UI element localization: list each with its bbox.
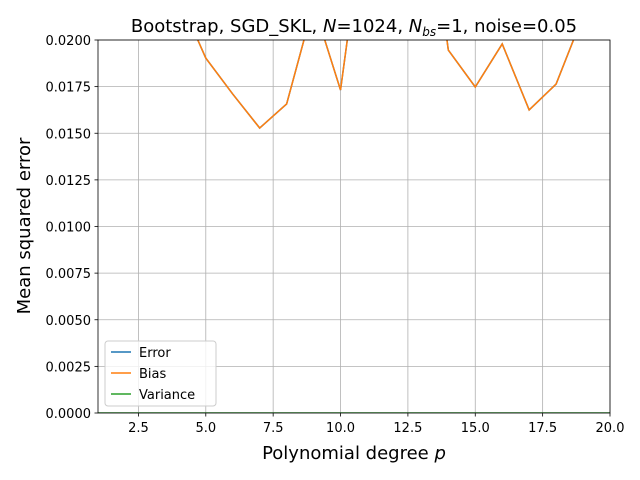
- x-tick-label: 12.5: [393, 421, 422, 436]
- x-tick-label: 10.0: [326, 421, 355, 436]
- y-tick-label: 0.0150: [46, 127, 92, 142]
- chart-title: Bootstrap, SGD_SKL, N=1024, Nbs=1, noise…: [131, 16, 577, 39]
- y-tick-label: 0.0100: [46, 221, 92, 236]
- x-tick-label: 2.5: [128, 421, 149, 436]
- y-tick-label: 0.0125: [46, 174, 92, 189]
- y-tick-label: 0.0075: [46, 267, 92, 282]
- legend-box: [104, 340, 217, 407]
- x-tick-label: 15.0: [461, 421, 490, 436]
- legend-label: Bias: [139, 367, 166, 382]
- y-tick-label: 0.0200: [46, 34, 92, 49]
- x-axis-label: Polynomial degree p: [262, 443, 446, 464]
- x-tick-label: 20.0: [596, 421, 625, 436]
- series-group: [98, 40, 610, 413]
- x-tick-label: 7.5: [263, 421, 284, 436]
- y-tick-label: 0.0000: [46, 407, 92, 422]
- y-axis-label: Mean squared error: [14, 137, 35, 314]
- line-series: [196, 40, 575, 130]
- x-tick-label: 5.0: [195, 421, 216, 436]
- y-tick-label: 0.0025: [46, 360, 92, 375]
- y-tick-label: 0.0050: [46, 314, 92, 329]
- y-tick-label: 0.0175: [46, 81, 92, 96]
- legend-label: Error: [139, 346, 171, 361]
- x-tick-label: 17.5: [528, 421, 557, 436]
- axes-frame: [97, 39, 611, 414]
- legend-label: Variance: [139, 388, 195, 403]
